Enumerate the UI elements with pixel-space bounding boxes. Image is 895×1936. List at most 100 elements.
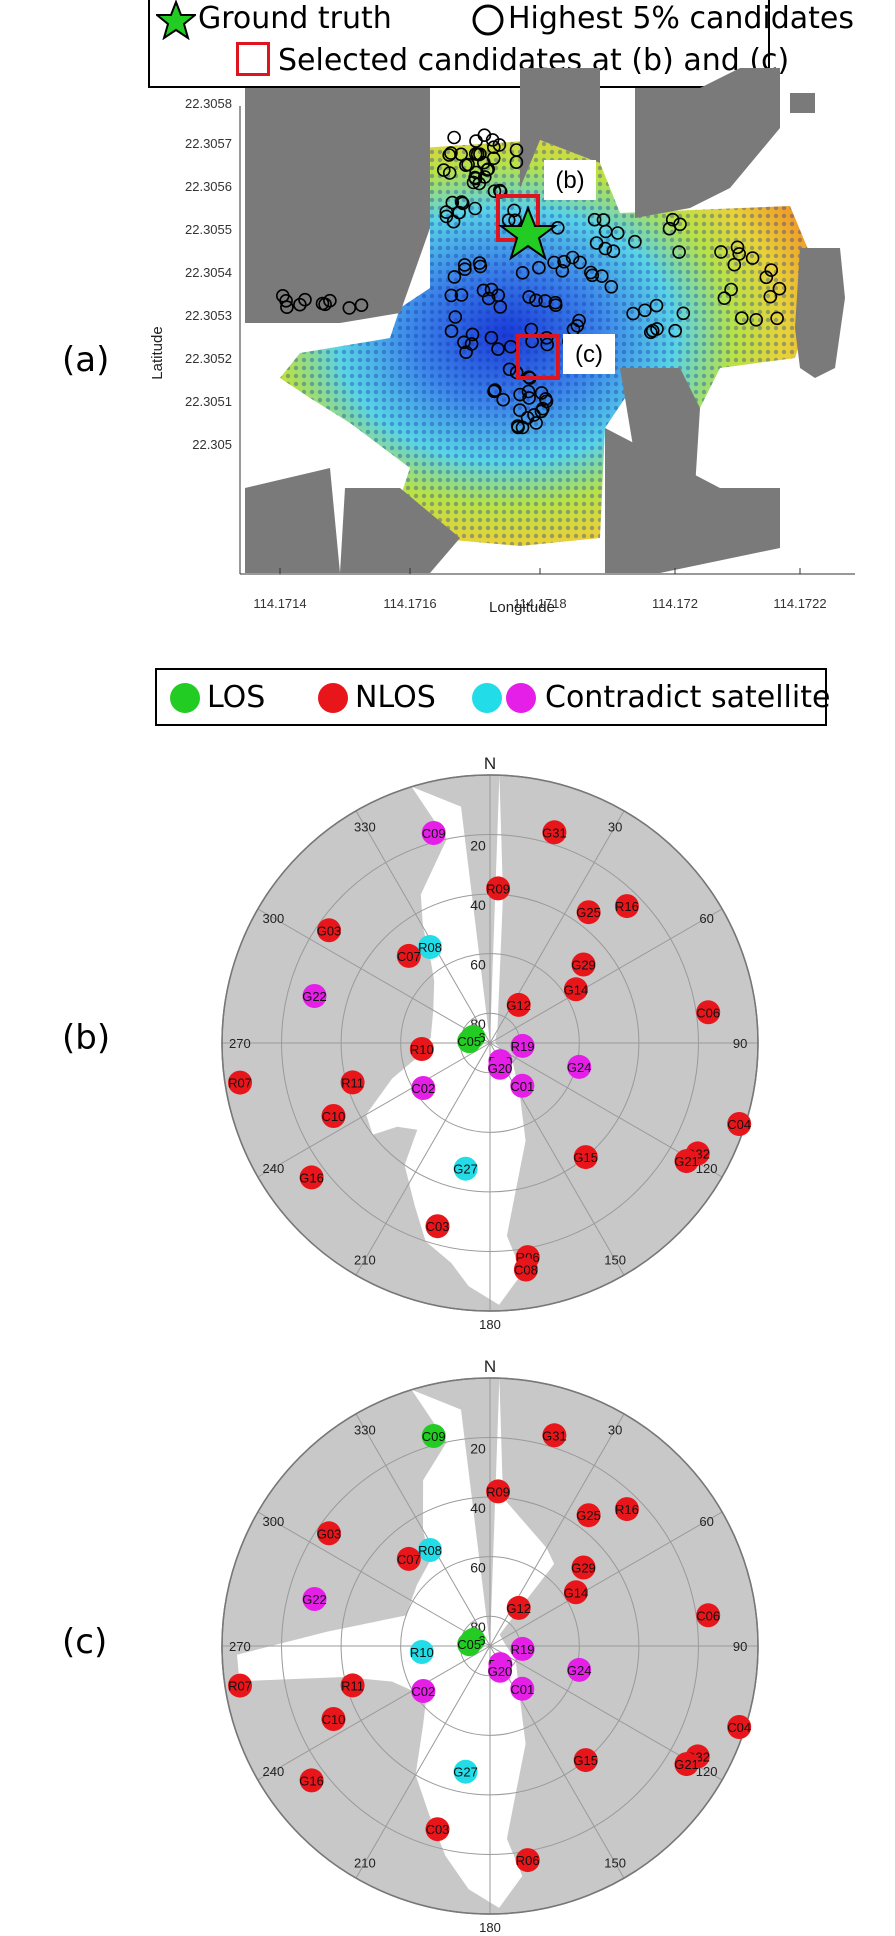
candidate-circle bbox=[513, 403, 527, 418]
satellite-marker bbox=[542, 820, 567, 845]
elevation-label: 60 bbox=[470, 1560, 486, 1576]
satellite-label: G31 bbox=[542, 1428, 567, 1443]
satellite-r16: R16 bbox=[614, 1497, 639, 1522]
elevation-label: 20 bbox=[470, 1441, 486, 1457]
x-tick-label: 114.172 bbox=[652, 596, 698, 611]
candidate-circle bbox=[598, 241, 613, 256]
candidate-circle bbox=[538, 294, 552, 308]
satellite-marker bbox=[228, 1673, 252, 1698]
y-tick-label: 22.3051 bbox=[185, 394, 232, 409]
azimuth-line bbox=[257, 1511, 491, 1647]
candidate-circle bbox=[522, 290, 536, 304]
satellite-label: C09 bbox=[422, 826, 446, 841]
azimuth-label: 270 bbox=[229, 1036, 251, 1051]
candidate-circle bbox=[606, 244, 621, 258]
satellite-r07: R07 bbox=[228, 1673, 252, 1698]
x-tick-label: 114.1716 bbox=[383, 596, 436, 611]
satellite-label: R06 bbox=[516, 1853, 540, 1868]
candidate-circle bbox=[454, 288, 469, 302]
y-tick-labels: 22.3058 22.3057 22.3056 22.3055 22.3054 22.30… bbox=[185, 96, 232, 452]
x-tick-label: 114.1714 bbox=[253, 596, 306, 611]
azimuth-label: 270 bbox=[229, 1639, 251, 1654]
candidate-circle bbox=[477, 170, 492, 184]
satellite-label: G27 bbox=[453, 1765, 478, 1780]
satellite-marker bbox=[571, 1555, 596, 1580]
satellite-label: C08 bbox=[514, 1263, 538, 1278]
satellite-marker bbox=[418, 1538, 442, 1562]
satellite-label: R19 bbox=[511, 1642, 535, 1657]
satellite-marker bbox=[696, 1603, 721, 1628]
candidate-circle bbox=[538, 392, 553, 406]
y-tick-label: 22.305 bbox=[192, 437, 232, 452]
satellite-label: G25 bbox=[576, 905, 601, 920]
candidate-circle bbox=[534, 404, 549, 419]
candidate-circle bbox=[454, 147, 468, 162]
satellite-label: G31 bbox=[542, 825, 567, 840]
satellite-marker bbox=[299, 1768, 324, 1793]
satellite-label: C05 bbox=[457, 1637, 481, 1652]
satellite-marker bbox=[515, 1848, 540, 1873]
candidate-circle bbox=[527, 408, 541, 422]
satellite-label: G29 bbox=[571, 1561, 596, 1576]
satellite-marker bbox=[573, 1145, 598, 1170]
candidate-circle bbox=[529, 293, 543, 308]
satellite-label: G16 bbox=[299, 1170, 324, 1185]
candidate-circle bbox=[468, 201, 482, 216]
satellite-g15: G15 bbox=[573, 1145, 598, 1170]
candidate-circle bbox=[315, 296, 330, 311]
satellite-label: R08 bbox=[418, 1543, 442, 1558]
candidate-circle bbox=[496, 392, 511, 407]
candidate-circle bbox=[470, 147, 485, 161]
candidate-circle bbox=[276, 289, 290, 303]
candidate-circles bbox=[276, 128, 787, 435]
candidate-circle bbox=[604, 280, 619, 294]
azimuth-line bbox=[355, 1413, 491, 1647]
candidate-circle bbox=[676, 306, 691, 321]
satellite-marker bbox=[457, 1632, 482, 1657]
candidate-circle bbox=[511, 420, 525, 435]
sky-border bbox=[221, 774, 759, 1312]
selected-box-c bbox=[516, 334, 560, 380]
legend-contradict: Contradict satellite bbox=[545, 680, 831, 715]
satellite-label: R07 bbox=[228, 1076, 252, 1091]
satellite-label: G12 bbox=[506, 998, 531, 1013]
satellite-label: R11 bbox=[341, 1678, 364, 1693]
satellite-label: G12 bbox=[506, 1601, 531, 1616]
candidate-circle bbox=[445, 195, 460, 210]
sky-legend: LOS NLOS Contradict satellite bbox=[155, 668, 831, 726]
satellite-label: R16 bbox=[615, 899, 639, 914]
satellite-r19: R19 bbox=[510, 1033, 535, 1058]
candidate-circle bbox=[763, 289, 778, 304]
candidate-circle bbox=[507, 203, 521, 218]
azimuth-label: 90 bbox=[733, 1036, 747, 1051]
satellite-marker bbox=[506, 992, 531, 1017]
candidate-circle bbox=[540, 337, 555, 352]
azimuth-line bbox=[355, 1645, 491, 1879]
panel-label-a: (a) bbox=[62, 340, 110, 380]
candidate-circle bbox=[476, 283, 491, 298]
satellite-marker bbox=[727, 1112, 752, 1136]
candidate-circle bbox=[293, 297, 307, 312]
satellite-marker bbox=[421, 1424, 446, 1448]
candidate-circle bbox=[492, 138, 507, 152]
satellite-g03: G03 bbox=[317, 1521, 341, 1546]
satellite-marker bbox=[542, 1423, 567, 1448]
satellite-label: C03 bbox=[426, 1219, 450, 1234]
satellite-g27: G27 bbox=[453, 1156, 478, 1181]
callout-c-box bbox=[563, 334, 615, 374]
elevation-label: 40 bbox=[470, 1500, 486, 1516]
satellite-r08: R08 bbox=[418, 1538, 442, 1562]
candidate-circle bbox=[520, 410, 535, 425]
satellite-g22: G22 bbox=[302, 1587, 327, 1611]
azimuth-label: 30 bbox=[608, 1422, 622, 1437]
satellite-marker bbox=[411, 1679, 436, 1703]
satellite-label: C05 bbox=[457, 1034, 481, 1049]
elevation-label: 20 bbox=[470, 838, 486, 854]
satellite-label: G29 bbox=[571, 958, 596, 973]
satellite-c10: C10 bbox=[321, 1104, 346, 1128]
candidate-circle bbox=[522, 391, 536, 405]
candidate-circle bbox=[465, 327, 480, 342]
y-tick-label: 22.3057 bbox=[185, 136, 232, 151]
candidate-circle bbox=[468, 170, 482, 185]
satellite-r19: R19 bbox=[510, 1636, 535, 1661]
